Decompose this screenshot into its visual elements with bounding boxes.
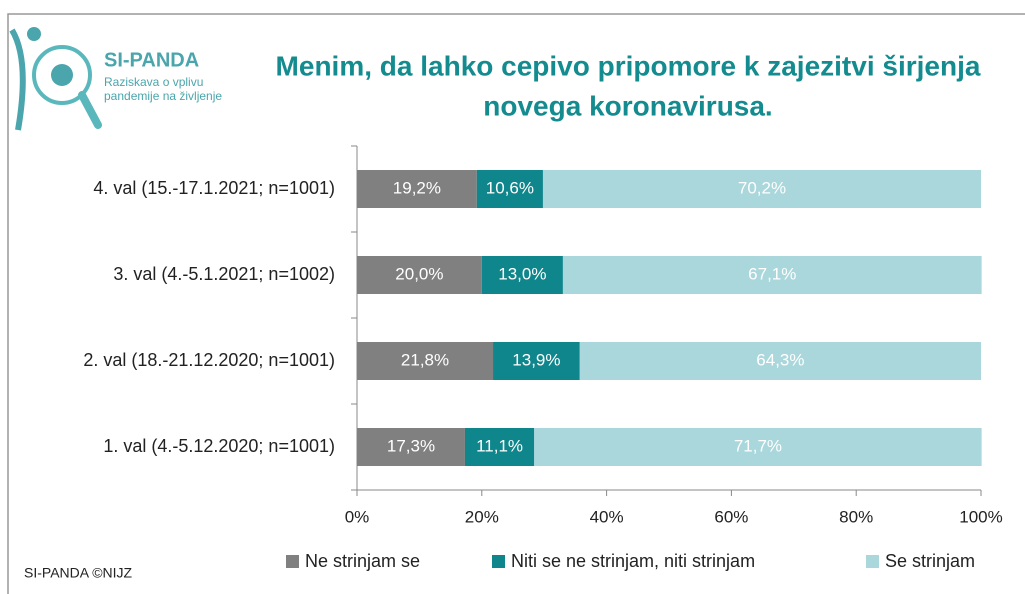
bar-label: 10,6% <box>486 178 534 197</box>
logo-handle <box>78 91 102 129</box>
legend-swatch <box>866 555 879 568</box>
bar-segment <box>464 428 535 466</box>
logo-head <box>27 27 41 41</box>
bar-label: 17,3% <box>387 436 435 455</box>
bar-segment <box>357 170 477 208</box>
chart-title: Menim, da lahko cepivo pripomore k zajez… <box>276 50 981 81</box>
footer: SI-PANDA ©NIJZ <box>24 565 133 581</box>
y-tick-label: 2. val (18.-21.12.2020; n=1001) <box>83 350 335 370</box>
logo-lens <box>32 45 92 105</box>
bar-segment <box>357 428 465 466</box>
x-tick-label: 100% <box>959 507 1002 526</box>
bar-label: 21,8% <box>401 350 449 369</box>
bar-segment <box>476 170 543 208</box>
logo-figure <box>9 28 26 131</box>
bar-segment <box>534 428 982 466</box>
bar-segment <box>579 342 981 380</box>
legend-swatch <box>492 555 505 568</box>
bar-segment <box>357 342 494 380</box>
legend-swatch <box>286 555 299 568</box>
x-tick-label: 60% <box>714 507 748 526</box>
y-tick-label: 3. val (4.-5.1.2021; n=1002) <box>113 264 335 284</box>
bar-label: 71,7% <box>734 436 782 455</box>
legend-label: Niti se ne strinjam, niti strinjam <box>511 551 755 571</box>
x-tick-label: 20% <box>465 507 499 526</box>
chart-title: novega koronavirusa. <box>483 90 772 121</box>
logo-subtitle: Raziskava o vplivu <box>104 75 203 89</box>
bar-segment <box>481 256 563 294</box>
frame <box>7 13 1025 594</box>
x-tick-label: 0% <box>345 507 370 526</box>
bar-label: 67,1% <box>748 264 796 283</box>
logo-subtitle: pandemije na življenje <box>104 89 222 103</box>
bar-segment <box>357 256 482 294</box>
logo-name: SI-PANDA <box>104 49 199 71</box>
legend-label: Ne strinjam se <box>305 551 420 571</box>
x-tick-label: 40% <box>590 507 624 526</box>
bar-label: 70,2% <box>738 178 786 197</box>
x-tick-label: 80% <box>839 507 873 526</box>
bar-segment <box>562 256 982 294</box>
bar-label: 20,0% <box>395 264 443 283</box>
y-tick-label: 1. val (4.-5.12.2020; n=1001) <box>103 436 335 456</box>
bar-segment <box>493 342 580 380</box>
bar-label: 64,3% <box>756 350 804 369</box>
bar-label: 11,1% <box>476 436 523 455</box>
logo: SI-PANDA Raziskava o vplivu pandemije na… <box>9 27 222 131</box>
bar-segment <box>542 170 981 208</box>
legend-label: Se strinjam <box>885 551 975 571</box>
bar-label: 13,0% <box>498 264 546 283</box>
bar-label: 19,2% <box>393 178 441 197</box>
y-tick-label: 4. val (15.-17.1.2021; n=1001) <box>93 178 335 198</box>
logo-virus <box>51 64 73 86</box>
bar-label: 13,9% <box>512 350 560 369</box>
